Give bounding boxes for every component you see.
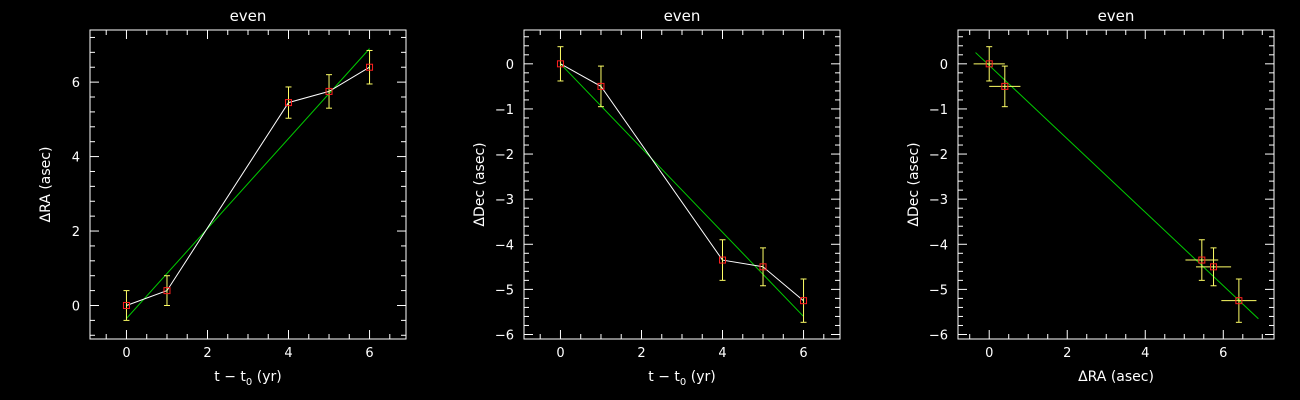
plot-frame bbox=[957, 29, 1275, 340]
chart-title: even bbox=[1098, 7, 1135, 25]
y-axis-label: ΔDec (asec) bbox=[906, 142, 922, 226]
y-tick-label: 6 bbox=[72, 76, 80, 91]
data-point bbox=[163, 287, 171, 295]
x-axis-label-main: ΔRA (asec) bbox=[1078, 369, 1154, 385]
y-tick-label: −1 bbox=[495, 103, 514, 118]
data-point bbox=[366, 63, 374, 71]
y-tick-label: −5 bbox=[929, 283, 948, 298]
data-point bbox=[1001, 82, 1009, 90]
y-tick-label: −3 bbox=[495, 193, 514, 208]
data-point bbox=[597, 82, 605, 90]
y-tick-label: 2 bbox=[72, 225, 80, 240]
x-tick-label: 6 bbox=[365, 346, 373, 361]
data-point bbox=[1210, 263, 1218, 271]
x-axis-label-main: t − t bbox=[214, 369, 246, 385]
x-tick-label: 0 bbox=[985, 346, 993, 361]
data-line bbox=[560, 63, 804, 302]
data-point bbox=[719, 256, 727, 264]
x-axis-label: ΔRA (asec) bbox=[1078, 369, 1154, 385]
x-axis-label-unit: (yr) bbox=[686, 369, 715, 385]
data-point bbox=[800, 297, 808, 305]
x-tick-label: 0 bbox=[556, 346, 564, 361]
data-point bbox=[1198, 256, 1206, 264]
y-tick-label: 4 bbox=[72, 151, 80, 166]
x-tick-label: 2 bbox=[203, 346, 211, 361]
y-tick-label: −6 bbox=[495, 328, 514, 343]
x-tick-label: 6 bbox=[1219, 346, 1227, 361]
data-point bbox=[122, 301, 130, 309]
chart-title: even bbox=[230, 7, 267, 25]
y-tick-label: −5 bbox=[495, 283, 514, 298]
y-axis-label: ΔDec (asec) bbox=[472, 142, 488, 226]
y-axis-label: ΔRA (asec) bbox=[38, 147, 54, 223]
fit-line bbox=[975, 52, 1259, 320]
x-axis-label: t − t0 (yr) bbox=[214, 369, 281, 388]
x-axis-label-subscript: 0 bbox=[246, 377, 252, 388]
plot-frame bbox=[89, 29, 407, 340]
x-tick-label: 4 bbox=[1141, 346, 1149, 361]
y-tick-label: −2 bbox=[929, 148, 948, 163]
data-point bbox=[985, 60, 993, 68]
x-tick-label: 4 bbox=[284, 346, 292, 361]
chart-panel-3: even 0 2 4 6 −6 −5 −4 −3 −2 −1 0 ΔRA (asec) ΔDec (ase… bbox=[906, 7, 1275, 385]
chart-title: even bbox=[664, 7, 701, 25]
y-tick-label: −6 bbox=[929, 328, 948, 343]
y-tick-label: −3 bbox=[929, 193, 948, 208]
y-tick-label: 0 bbox=[72, 299, 80, 314]
x-axis-label-unit: (yr) bbox=[252, 369, 281, 385]
x-axis-label-subscript: 0 bbox=[680, 377, 686, 388]
data-point bbox=[285, 99, 293, 107]
data-point bbox=[325, 87, 333, 95]
data-point bbox=[1235, 297, 1243, 305]
y-tick-label: −4 bbox=[929, 238, 948, 253]
x-tick-label: 0 bbox=[122, 346, 130, 361]
y-tick-label: −2 bbox=[495, 148, 514, 163]
x-tick-label: 6 bbox=[799, 346, 807, 361]
y-tick-label: 0 bbox=[940, 58, 948, 73]
y-tick-label: 0 bbox=[506, 58, 514, 73]
data-point bbox=[556, 60, 564, 68]
x-tick-label: 2 bbox=[1063, 346, 1071, 361]
fit-line bbox=[560, 63, 804, 317]
x-tick-label: 2 bbox=[637, 346, 645, 361]
x-axis-label-main: t − t bbox=[648, 369, 680, 385]
data-line bbox=[126, 66, 370, 306]
y-tick-label: −4 bbox=[495, 238, 514, 253]
data-point bbox=[759, 263, 767, 271]
x-tick-label: 4 bbox=[718, 346, 726, 361]
x-axis-label: t − t0 (yr) bbox=[648, 369, 715, 388]
plot-frame bbox=[523, 29, 841, 340]
y-tick-label: −1 bbox=[929, 103, 948, 118]
